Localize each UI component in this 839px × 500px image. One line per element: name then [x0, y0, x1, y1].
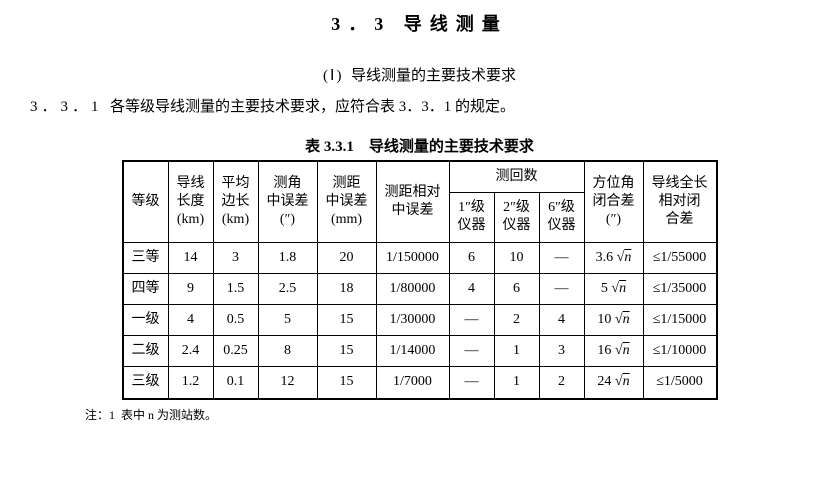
cell-dist-err: 15: [317, 367, 376, 399]
footnote-label: 注：1: [85, 408, 115, 422]
cell-dist-err: 18: [317, 273, 376, 304]
subsection-number: (Ⅰ): [323, 68, 343, 84]
subsection-title: 导线测量的主要技术要求: [351, 68, 516, 84]
cell-angle-err: 5: [258, 304, 317, 335]
col-rel-dist-err: 测距相对中误差: [376, 161, 449, 242]
cell-azimuth: 16 √n: [584, 336, 643, 367]
col-inst6: 6″级仪器: [539, 193, 584, 242]
cell-rel-dist-err: 1/14000: [376, 336, 449, 367]
col-grade: 等级: [123, 161, 169, 242]
cell-angle-err: 2.5: [258, 273, 317, 304]
cell-azimuth: 3.6 √n: [584, 242, 643, 273]
table-row: 三级1.20.112151/7000—1224 √n≤1/5000: [123, 367, 717, 399]
cell-total-rel: ≤1/5000: [643, 367, 717, 399]
section-name: 导线测量: [404, 14, 508, 34]
cell-inst6: —: [539, 273, 584, 304]
cell-angle-err: 8: [258, 336, 317, 367]
cell-total-rel: ≤1/35000: [643, 273, 717, 304]
cell-avg-side: 0.5: [213, 304, 258, 335]
cell-inst2: 10: [494, 242, 539, 273]
table-row: 一级40.55151/30000—2410 √n≤1/15000: [123, 304, 717, 335]
cell-angle-err: 1.8: [258, 242, 317, 273]
cell-avg-side: 0.25: [213, 336, 258, 367]
cell-length: 9: [168, 273, 213, 304]
col-angle-err: 测角中误差(″): [258, 161, 317, 242]
cell-inst6: 4: [539, 304, 584, 335]
col-azimuth: 方位角闭合差(″): [584, 161, 643, 242]
cell-total-rel: ≤1/15000: [643, 304, 717, 335]
cell-inst2: 1: [494, 336, 539, 367]
cell-azimuth: 24 √n: [584, 367, 643, 399]
cell-rel-dist-err: 1/80000: [376, 273, 449, 304]
subsection-heading: (Ⅰ) 导线测量的主要技术要求: [30, 64, 809, 85]
col-avg-side: 平均边长(km): [213, 161, 258, 242]
table-row: 四等91.52.5181/8000046—5 √n≤1/35000: [123, 273, 717, 304]
cell-grade: 四等: [123, 273, 169, 304]
cell-dist-err: 15: [317, 336, 376, 367]
cell-dist-err: 15: [317, 304, 376, 335]
cell-grade: 一级: [123, 304, 169, 335]
cell-inst6: 2: [539, 367, 584, 399]
cell-inst1: 6: [449, 242, 494, 273]
cell-azimuth: 5 √n: [584, 273, 643, 304]
col-rounds-group: 测回数: [449, 161, 584, 193]
cell-length: 1.2: [168, 367, 213, 399]
cell-inst2: 6: [494, 273, 539, 304]
cell-inst1: —: [449, 367, 494, 399]
cell-length: 4: [168, 304, 213, 335]
section-title: 3．3 导线测量: [30, 10, 809, 36]
cell-total-rel: ≤1/55000: [643, 242, 717, 273]
cell-rel-dist-err: 1/7000: [376, 367, 449, 399]
paragraph: 3．3．1 各等级导线测量的主要技术要求，应符合表 3．3．1 的规定。: [30, 95, 809, 119]
table-row: 二级2.40.258151/14000—1316 √n≤1/10000: [123, 336, 717, 367]
paragraph-number: 3．3．1: [30, 99, 103, 115]
cell-inst1: 4: [449, 273, 494, 304]
cell-grade: 三等: [123, 242, 169, 273]
col-inst2: 2″级仪器: [494, 193, 539, 242]
table-caption: 表 3.3.1 导线测量的主要技术要求: [30, 135, 809, 156]
col-inst1: 1″级仪器: [449, 193, 494, 242]
cell-avg-side: 0.1: [213, 367, 258, 399]
cell-inst1: —: [449, 336, 494, 367]
paragraph-text: 各等级导线测量的主要技术要求，应符合表 3．3．1 的规定。: [110, 99, 515, 115]
cell-inst6: 3: [539, 336, 584, 367]
cell-angle-err: 12: [258, 367, 317, 399]
cell-grade: 三级: [123, 367, 169, 399]
cell-inst6: —: [539, 242, 584, 273]
cell-grade: 二级: [123, 336, 169, 367]
cell-length: 14: [168, 242, 213, 273]
section-number: 3．3: [331, 14, 391, 34]
footnote: 注：1 表中 n 为测站数。: [85, 406, 809, 423]
cell-rel-dist-err: 1/150000: [376, 242, 449, 273]
col-length: 导线长度(km): [168, 161, 213, 242]
cell-azimuth: 10 √n: [584, 304, 643, 335]
cell-inst2: 1: [494, 367, 539, 399]
cell-avg-side: 1.5: [213, 273, 258, 304]
cell-dist-err: 20: [317, 242, 376, 273]
footnote-text: 表中 n 为测站数。: [121, 408, 217, 422]
cell-total-rel: ≤1/10000: [643, 336, 717, 367]
table-row: 三等1431.8201/150000610—3.6 √n≤1/55000: [123, 242, 717, 273]
cell-inst2: 2: [494, 304, 539, 335]
cell-avg-side: 3: [213, 242, 258, 273]
cell-length: 2.4: [168, 336, 213, 367]
col-total-rel: 导线全长相对闭合差: [643, 161, 717, 242]
col-dist-err: 测距中误差(mm): [317, 161, 376, 242]
cell-inst1: —: [449, 304, 494, 335]
tech-requirements-table: 等级 导线长度(km) 平均边长(km) 测角中误差(″) 测距中误差(mm) …: [122, 160, 718, 400]
cell-rel-dist-err: 1/30000: [376, 304, 449, 335]
